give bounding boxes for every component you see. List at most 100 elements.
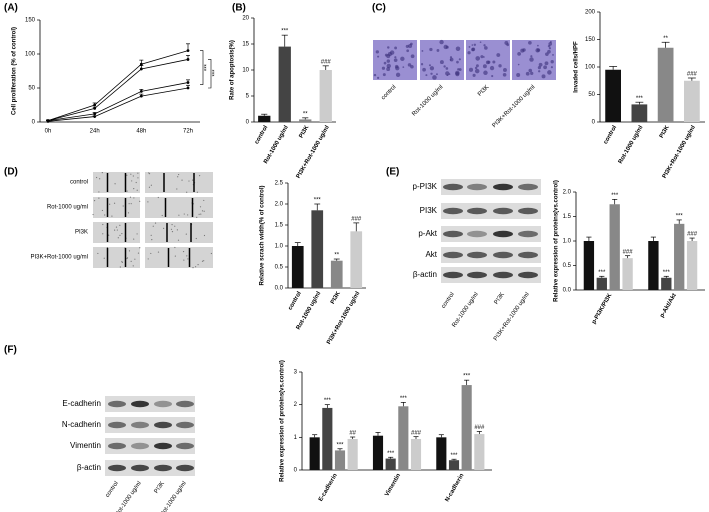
cell — [506, 43, 510, 47]
blot-band — [176, 421, 194, 429]
blot-band — [493, 230, 513, 238]
cell — [195, 266, 197, 268]
cell — [201, 260, 204, 262]
cell — [552, 53, 554, 56]
x-tick-label: control — [287, 291, 303, 312]
row-label: E-cadherin — [62, 399, 101, 408]
significance: ** — [663, 36, 668, 42]
cell — [181, 179, 183, 181]
y-tick-label: 0.5 — [275, 265, 284, 271]
panel-label: (D) — [4, 167, 18, 178]
bar — [398, 406, 409, 470]
cell — [458, 58, 461, 61]
y-tick-label: 1.5 — [275, 223, 284, 229]
cell — [543, 65, 547, 70]
row-label: p-PI3K — [413, 182, 438, 191]
blot-band — [108, 464, 126, 472]
cell — [127, 212, 130, 214]
cell — [200, 213, 202, 215]
cell — [195, 237, 197, 240]
y-tick-label: 1.0 — [275, 244, 284, 250]
cell — [467, 51, 471, 55]
cell — [471, 47, 475, 52]
y-tick-label: 2 — [294, 402, 298, 408]
x-tick-label: E-cadherin — [318, 473, 339, 503]
panel-label: (F) — [4, 345, 17, 356]
blot-band — [518, 207, 538, 215]
cell — [102, 223, 104, 226]
marker — [186, 81, 190, 84]
blot-band — [467, 207, 487, 215]
cell — [136, 233, 138, 235]
blot-band — [518, 230, 538, 238]
cell — [106, 246, 109, 249]
bar — [258, 115, 271, 122]
cell — [525, 71, 530, 76]
cell — [186, 191, 188, 193]
cell — [395, 72, 401, 77]
y-tick-label: 50 — [588, 92, 595, 98]
y-axis-label: Relative expression of proteins(vs.contr… — [280, 360, 286, 482]
cell — [468, 67, 474, 72]
cell — [129, 196, 132, 198]
y-axis-label: Invaded cells/HPF — [574, 41, 580, 93]
significance: ** — [334, 253, 339, 259]
line — [47, 59, 189, 122]
cell — [430, 72, 433, 75]
cell — [432, 75, 437, 80]
y-tick-label: 0 — [294, 468, 298, 474]
cell — [148, 173, 151, 175]
cell — [170, 228, 173, 230]
scratch-image — [145, 197, 213, 218]
cell — [203, 210, 205, 212]
x-tick-label: 72h — [183, 129, 193, 135]
marker — [46, 119, 50, 123]
x-tick-label: Vimentin — [384, 473, 402, 498]
blot-strip — [441, 226, 541, 242]
y-tick-label: 10 — [242, 68, 249, 74]
cell — [544, 61, 549, 66]
cell — [550, 66, 553, 69]
blot-strip — [105, 438, 195, 454]
bar — [583, 241, 595, 290]
column-label: PI3K — [154, 481, 166, 495]
cell — [489, 65, 495, 71]
cell — [114, 183, 116, 185]
cell — [132, 265, 134, 267]
cell — [483, 44, 486, 47]
cell — [473, 43, 477, 47]
cell — [483, 70, 488, 76]
cell — [203, 199, 205, 202]
y-tick-label: 150 — [25, 18, 36, 24]
scratch-image — [93, 197, 140, 218]
cell — [174, 225, 176, 227]
marker — [93, 112, 97, 116]
cell — [130, 173, 132, 175]
cell — [408, 43, 413, 49]
bar — [461, 385, 472, 470]
cell — [503, 68, 507, 72]
cell — [117, 237, 119, 239]
cell — [445, 71, 450, 76]
cell — [537, 44, 539, 47]
cell — [377, 55, 380, 58]
significance: *** — [324, 398, 332, 404]
cell — [183, 259, 185, 261]
blot-band — [493, 271, 513, 279]
x-tick-label: p-Akt/Akt — [659, 293, 678, 319]
cell — [150, 184, 152, 186]
cell — [148, 172, 150, 174]
cell — [113, 202, 116, 204]
column-label: control — [105, 481, 120, 499]
cell — [128, 203, 130, 205]
significance: *** — [450, 453, 458, 459]
y-axis-label: Rate of apoptosis(%) — [230, 40, 236, 100]
cell — [443, 44, 448, 50]
bar — [684, 80, 700, 122]
cell — [386, 63, 391, 69]
cell — [201, 210, 204, 212]
y-tick-label: 15 — [242, 42, 249, 48]
significance: ### — [474, 425, 485, 431]
cell — [137, 177, 139, 179]
